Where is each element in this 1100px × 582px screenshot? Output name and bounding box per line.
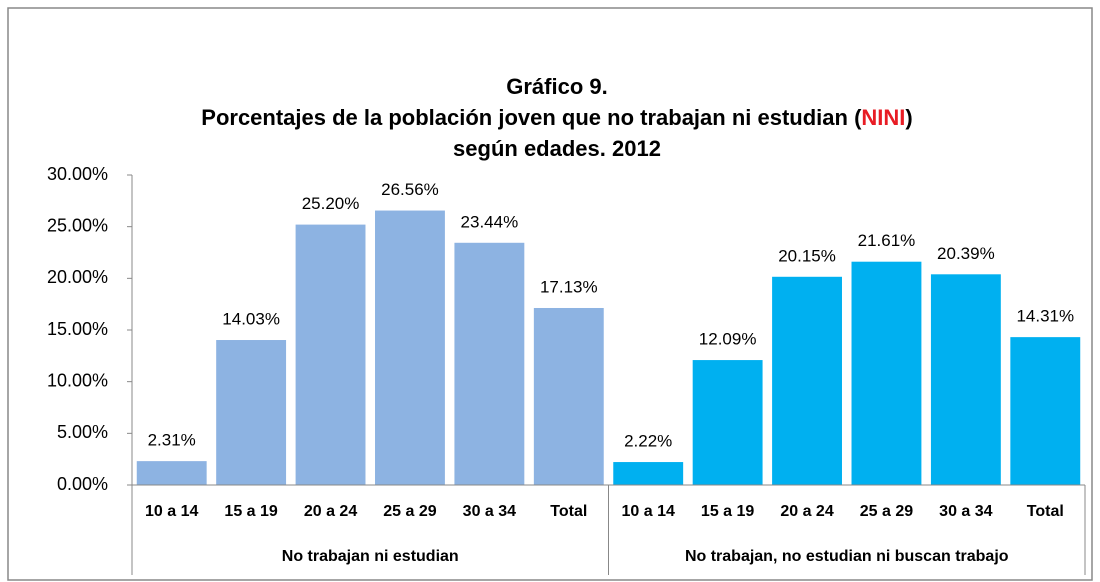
value-label: 14.31% [1016, 307, 1074, 326]
bar [136, 461, 207, 485]
group-label: No trabajan, no estudian ni buscan traba… [685, 548, 1009, 565]
y-tick-label: 10.00% [47, 370, 108, 390]
bar [295, 224, 366, 485]
chart-title: según edades. 2012 [453, 136, 661, 161]
x-tick-label: Total [550, 503, 587, 520]
value-label: 20.15% [778, 246, 836, 265]
bar [533, 307, 604, 485]
y-tick-label: 15.00% [47, 319, 108, 339]
x-tick-label: 10 a 14 [622, 503, 675, 520]
title-part: Porcentajes de la población joven que no… [201, 105, 862, 130]
x-tick-label: 15 a 19 [224, 503, 277, 520]
x-tick-label: 20 a 24 [780, 503, 833, 520]
y-tick-label: 30.00% [47, 164, 108, 184]
value-label: 21.61% [858, 231, 916, 250]
value-label: 26.56% [381, 180, 439, 199]
bar [454, 242, 525, 485]
group-label: No trabajan ni estudian [282, 548, 459, 565]
bar [216, 340, 287, 485]
value-label: 14.03% [222, 310, 280, 329]
x-tick-label: Total [1027, 503, 1064, 520]
value-label: 23.44% [461, 212, 519, 231]
bar [375, 210, 445, 485]
bar [613, 462, 684, 485]
y-tick-label: 0.00% [57, 474, 108, 494]
value-label: 2.22% [624, 432, 672, 451]
x-tick-label: 30 a 34 [463, 503, 516, 520]
bar [772, 276, 842, 485]
chart-title: Gráfico 9. [506, 74, 607, 99]
x-tick-label: 10 a 14 [145, 503, 198, 520]
value-label: 20.39% [937, 244, 995, 263]
y-tick-label: 25.00% [47, 215, 108, 235]
value-label: 2.31% [148, 431, 196, 450]
x-tick-label: 30 a 34 [939, 503, 992, 520]
x-tick-label: 25 a 29 [860, 503, 913, 520]
bar [851, 261, 922, 485]
bar [1010, 337, 1081, 485]
x-tick-label: 15 a 19 [701, 503, 754, 520]
bar [692, 360, 763, 485]
y-tick-label: 5.00% [57, 422, 108, 442]
bar [930, 274, 1001, 485]
title-part: ) [905, 105, 912, 130]
value-label: 12.09% [699, 330, 757, 349]
x-tick-label: 25 a 29 [383, 503, 436, 520]
chart-title: Porcentajes de la población joven que no… [201, 105, 912, 130]
x-tick-label: 20 a 24 [304, 503, 357, 520]
title-accent: NINI [861, 105, 905, 130]
y-tick-label: 20.00% [47, 267, 108, 287]
value-label: 17.13% [540, 277, 598, 296]
value-label: 25.20% [302, 194, 360, 213]
